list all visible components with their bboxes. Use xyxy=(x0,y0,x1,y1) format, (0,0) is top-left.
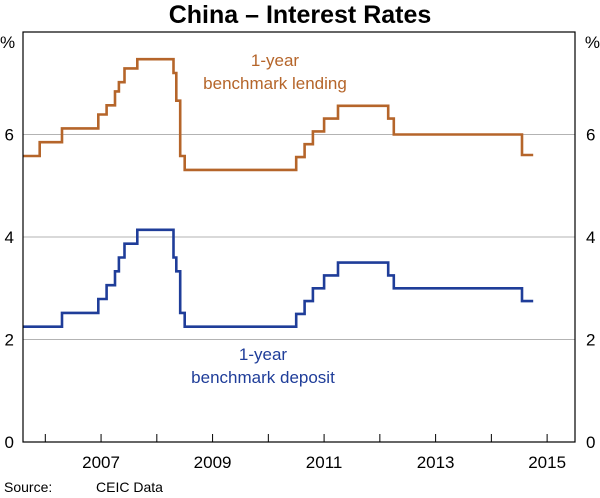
x-tick-label-2013: 2013 xyxy=(417,453,455,472)
right-unit-label: % xyxy=(585,33,600,52)
series-lines xyxy=(23,57,534,329)
x-tick-label-2007: 2007 xyxy=(82,453,120,472)
plot-frame xyxy=(22,31,576,443)
axis-ticks: 0 0 2 2 4 4 6 6 2007 2009 2011 2013 2015 xyxy=(5,126,596,473)
y-tick-label-right-2: 2 xyxy=(586,331,595,350)
x-tick-label-2009: 2009 xyxy=(194,453,232,472)
lending-label-line-1: 1-year xyxy=(251,51,300,70)
source-label: Source: xyxy=(4,479,52,495)
x-tick-label-2011: 2011 xyxy=(306,453,343,472)
lending-rate-line xyxy=(23,57,534,172)
y-tick-label-left-2: 2 xyxy=(5,331,14,350)
y-tick-label-left-0: 0 xyxy=(5,433,14,452)
y-tick-label-right-6: 6 xyxy=(586,126,595,145)
y-tick-label-left-6: 6 xyxy=(5,126,14,145)
deposit-rate-line xyxy=(23,228,534,329)
deposit-label-line-1: 1-year xyxy=(239,345,288,364)
lending-label-line-2: benchmark lending xyxy=(203,74,347,93)
y-tick-label-right-4: 4 xyxy=(586,228,595,247)
gridlines xyxy=(23,134,575,340)
left-unit-label: % xyxy=(0,33,15,52)
source-value: CEIC Data xyxy=(96,479,163,495)
y-tick-label-right-0: 0 xyxy=(586,433,595,452)
x-tick-label-2015: 2015 xyxy=(528,453,566,472)
deposit-label-line-2: benchmark deposit xyxy=(191,368,335,387)
chart-title: China – Interest Rates xyxy=(169,1,432,29)
y-tick-label-left-4: 4 xyxy=(5,228,14,247)
